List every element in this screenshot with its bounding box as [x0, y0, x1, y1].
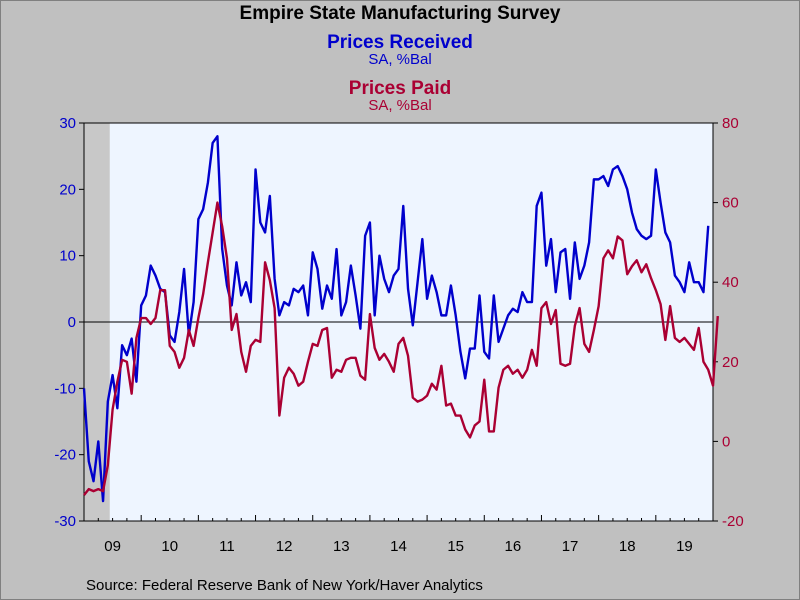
- x-axis-tick-label: 19: [676, 538, 693, 555]
- right-axis-tick-label: 80: [722, 115, 739, 132]
- x-axis-tick-label: 14: [390, 538, 407, 555]
- source-note: Source: Federal Reserve Bank of New York…: [86, 577, 483, 594]
- series2-title: Prices Paid: [348, 78, 452, 99]
- series2-units: SA, %Bal: [368, 97, 432, 114]
- right-axis-tick-label: 0: [722, 433, 730, 450]
- x-axis-tick-label: 18: [619, 538, 636, 555]
- series-prices-received-line: [82, 135, 710, 503]
- x-axis-tick-label: 13: [333, 538, 350, 555]
- series1-title: Prices Received: [327, 32, 473, 53]
- left-axis-tick-label: -30: [54, 513, 76, 530]
- x-axis-tick-label: 17: [562, 538, 579, 555]
- left-axis-tick-label: -20: [54, 447, 76, 464]
- x-axis-tick-label: 10: [161, 538, 178, 555]
- left-axis-tick-label: 10: [59, 248, 76, 265]
- x-axis-tick-label: 16: [505, 538, 522, 555]
- right-axis-tick-label: 40: [722, 274, 739, 291]
- x-axis-tick-label: 11: [219, 538, 235, 555]
- right-axis-tick-label: -20: [722, 513, 744, 530]
- series1-units: SA, %Bal: [368, 51, 432, 68]
- left-axis-tick-label: 20: [59, 181, 76, 198]
- left-axis-tick-label: 30: [59, 115, 76, 132]
- left-axis-tick-label: 0: [68, 314, 76, 331]
- left-axis-tick-label: -10: [54, 380, 76, 397]
- series-prices-paid-line: [83, 201, 719, 496]
- chart-title: Empire State Manufacturing Survey: [239, 3, 561, 24]
- right-axis-tick-label: 20: [722, 354, 739, 371]
- x-axis-tick-label: 09: [104, 538, 121, 555]
- x-axis-tick-label: 15: [447, 538, 464, 555]
- right-axis-tick-label: 60: [722, 195, 739, 212]
- x-axis-tick-label: 12: [276, 538, 293, 555]
